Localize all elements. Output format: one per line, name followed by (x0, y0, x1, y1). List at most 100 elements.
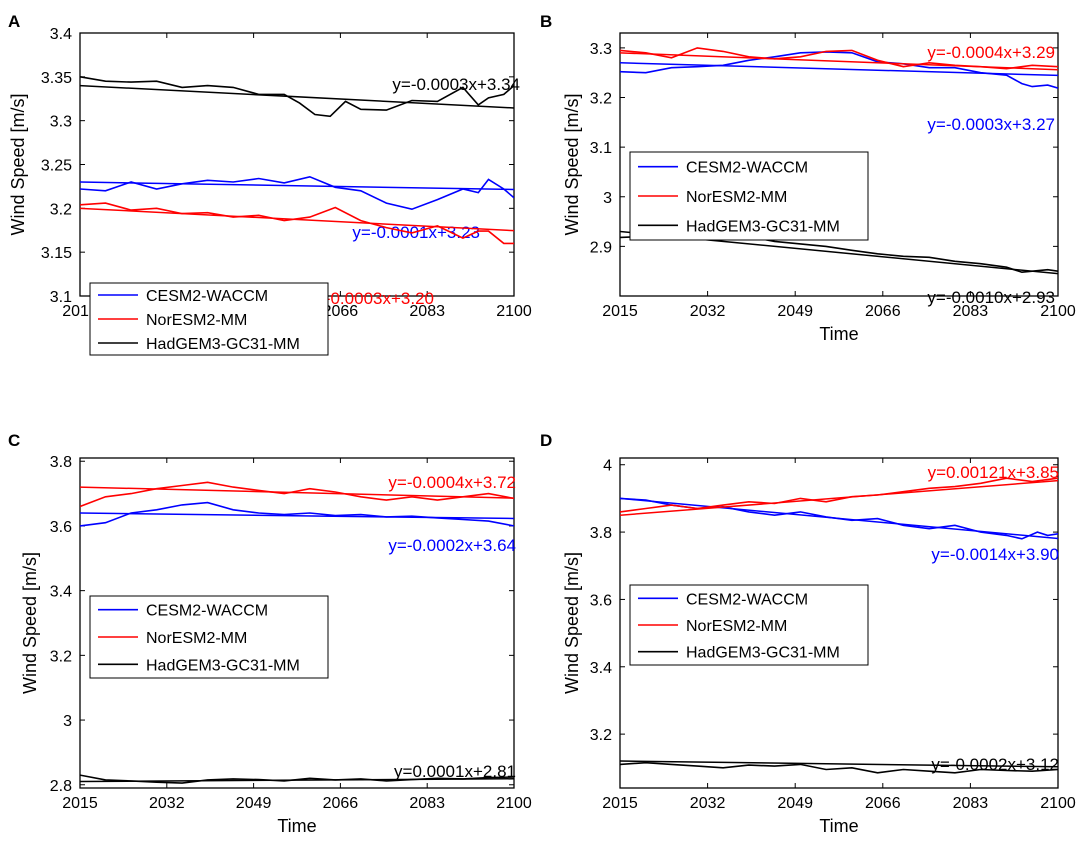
x-tick-label: 2100 (496, 795, 532, 812)
x-tick-label: 2015 (602, 795, 638, 812)
trend-line-cesm2-waccm (80, 512, 514, 520)
series-line-noresm2-mm (620, 477, 1058, 513)
y-tick-label: 3.6 (50, 519, 72, 536)
x-tick-label: 2083 (953, 795, 989, 812)
panel-b: B 2015 2032 2049 2066 2083 2100 2.9 3 3.1 3.2 3.3 Ti… (540, 12, 1076, 344)
plot-frame (79, 32, 515, 297)
plot-frame (619, 32, 1059, 297)
x-tick-label: 2083 (409, 795, 445, 812)
trend-line-noresm2-mm (80, 207, 514, 232)
y-tick-label: 3.4 (50, 584, 72, 601)
y-tick-label: 3.1 (590, 140, 612, 157)
trend-equation-cesm2-waccm: y=-0.0014x+3.90 (931, 545, 1059, 564)
x-tick-label: 2032 (690, 303, 726, 320)
y-tick-label: 3.35 (41, 70, 72, 87)
series-line-cesm2-waccm (80, 175, 514, 211)
trend-equation-noresm2-mm: y=-0.0004x+3.72 (388, 473, 516, 492)
legend-entry: CESM2-WACCM (686, 160, 808, 177)
y-tick-label: 3.4 (50, 26, 72, 43)
panel-label: B (540, 12, 552, 31)
trend-equation-noresm2-mm: y=-0.0004x+3.29 (927, 43, 1055, 62)
trend-line-hadgem3-gc31-mm (620, 760, 1058, 768)
trend-equation-hadgem3-gc31-mm: y=-0.0010x+2.93 (927, 288, 1055, 307)
trend-line-hadgem3-gc31-mm (80, 778, 514, 783)
x-tick-label: 2066 (323, 303, 359, 320)
trend-equation-hadgem3-gc31-mm: y=-0.0003x+3.34 (392, 75, 520, 94)
x-axis-label: Time (819, 324, 858, 344)
y-tick-label: 3.25 (41, 158, 72, 175)
x-tick-label: 2100 (496, 303, 532, 320)
y-tick-label: 3.8 (590, 525, 612, 542)
x-tick-label: 2083 (953, 303, 989, 320)
y-tick-label: 3 (603, 190, 612, 207)
trend-line-cesm2-waccm (620, 497, 1058, 540)
x-tick-label: 2032 (690, 795, 726, 812)
y-tick-label: 3.3 (50, 114, 72, 131)
y-tick-label: 3.1 (50, 289, 72, 306)
y-tick-label: 3.3 (590, 41, 612, 58)
panel-label: C (8, 431, 20, 450)
x-tick-label: 2049 (236, 795, 272, 812)
legend-entry: HadGEM3-GC31-MM (686, 218, 840, 235)
trend-equation-noresm2-mm: y=-0.0003x+3.20 (306, 289, 434, 308)
y-tick-label: 2.9 (590, 239, 612, 256)
trend-equation-noresm2-mm: y=0.00121x+3.85 (928, 463, 1059, 482)
x-tick-label: 2015 (62, 303, 98, 320)
x-tick-label: 2015 (602, 303, 638, 320)
legend-entry: NorESM2-MM (686, 189, 787, 206)
trend-line-hadgem3-gc31-mm (80, 84, 514, 109)
legend-entry: NorESM2-MM (686, 618, 787, 635)
trend-equation-hadgem3-gc31-mm: y=0.0001x+2.81 (394, 762, 516, 781)
x-tick-label: 2066 (865, 303, 901, 320)
x-tick-label: 2032 (149, 795, 185, 812)
trend-line-noresm2-mm (620, 479, 1058, 516)
x-axis-label: Time (277, 816, 316, 836)
panel-label: A (8, 12, 20, 31)
y-tick-label: 3.4 (590, 660, 612, 677)
y-axis-label: Wind Speed [m/s] (20, 552, 40, 694)
x-tick-label: 2066 (323, 795, 359, 812)
legend-entry: NorESM2-MM (146, 312, 247, 329)
panel-label: D (540, 431, 552, 450)
x-tick-label: 2100 (1040, 303, 1076, 320)
y-axis-label: Wind Speed [m/s] (562, 552, 582, 694)
y-tick-label: 3.15 (41, 245, 72, 262)
plot-frame (79, 457, 515, 789)
trend-line-noresm2-mm (80, 486, 514, 499)
plot-frame (619, 457, 1059, 789)
trend-line-noresm2-mm (620, 52, 1058, 71)
trend-equation-cesm2-waccm: y=-0.0003x+3.27 (927, 115, 1055, 134)
y-tick-label: 3.2 (590, 91, 612, 108)
y-tick-label: 3.8 (50, 454, 72, 471)
panel-d: D 2015 2032 2049 2066 2083 2100 3.2 3.4 3.6 3.8 4 Ti… (540, 431, 1076, 836)
y-tick-label: 3.2 (590, 727, 612, 744)
series-line-noresm2-mm (80, 202, 514, 245)
series-line-hadgem3-gc31-mm (620, 761, 1058, 774)
panel-c: C 2015 2032 2049 2066 2083 2100 2.8 3 3.2 3.4 3.6 3.… (8, 431, 532, 836)
legend-entry: CESM2-WACCM (146, 288, 268, 305)
y-axis-label: Wind Speed [m/s] (8, 93, 28, 235)
y-tick-label: 3.2 (50, 648, 72, 665)
y-tick-label: 4 (603, 458, 612, 475)
y-tick-label: 3.6 (590, 592, 612, 609)
x-tick-label: 2049 (777, 303, 813, 320)
trend-equation-hadgem3-gc31-mm: y=-0.0002x+3.12 (931, 755, 1059, 774)
x-tick-label: 2066 (865, 795, 901, 812)
series-line-hadgem3-gc31-mm (80, 76, 514, 118)
x-tick-label: 2100 (1040, 795, 1076, 812)
y-tick-label: 3 (63, 713, 72, 730)
trend-equation-cesm2-waccm: y=-0.0002x+3.64 (388, 536, 516, 555)
x-tick-label: 2015 (62, 795, 98, 812)
x-axis-label: Time (819, 816, 858, 836)
trend-line-cesm2-waccm (620, 62, 1058, 77)
legend-entry: HadGEM3-GC31-MM (146, 657, 300, 674)
legend-entry: NorESM2-MM (146, 630, 247, 647)
legend-entry: CESM2-WACCM (146, 603, 268, 620)
x-tick-label: 2049 (777, 795, 813, 812)
x-tick-label: 2083 (409, 303, 445, 320)
legend-entry: HadGEM3-GC31-MM (146, 336, 300, 353)
panel-a: A2015203220492066208321003.13.153.23.253… (8, 12, 532, 356)
y-tick-label: 3.2 (50, 201, 72, 218)
legend-entry: HadGEM3-GC31-MM (686, 645, 840, 662)
